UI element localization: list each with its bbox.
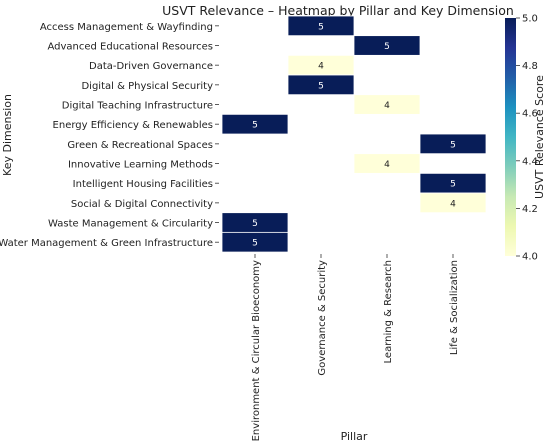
y-tick-label: Access Management & Wayfinding — [40, 22, 213, 33]
colorbar-tick-label: 5.0 — [522, 14, 538, 25]
y-axis-label: Key Dimension — [1, 94, 14, 176]
y-tick-label: Waste Management & Circularity — [48, 219, 213, 230]
cell-value-label: 4 — [318, 62, 324, 72]
cell-value-label: 5 — [450, 180, 456, 190]
x-axis-label: Pillar — [341, 430, 368, 443]
y-tick-label: Green & Recreational Spaces — [67, 140, 213, 151]
x-tick-label: Environment & Circular Bioeconomy — [251, 260, 262, 441]
heatmap-cell — [221, 231, 289, 253]
colorbar-label: USVT Relevance Score — [533, 75, 546, 199]
y-tick-label: Digital & Physical Security — [81, 81, 213, 92]
colorbar-tick-label: 4.4 — [522, 156, 538, 167]
chart-title: USVT Relevance – Heatmap by Pillar and K… — [162, 3, 514, 18]
y-tick-label: Water Management & Green Infrastructure — [0, 238, 213, 249]
y-tick-label: Advanced Educational Resources — [47, 42, 213, 53]
y-tick-label: Energy Efficiency & Renewables — [53, 120, 213, 131]
cell-value-label: 5 — [252, 239, 258, 249]
y-tick-label: Intelligent Housing Facilities — [73, 179, 213, 190]
heatmap-cell — [353, 94, 421, 115]
y-tick-label: Innovative Learning Methods — [68, 160, 213, 171]
x-tick-label: Learning & Research — [383, 260, 394, 363]
colorbar-tick-label: 4.2 — [522, 204, 538, 215]
colorbar-ticks: 4.0 4.2 4.4 4.6 4.8 5.0 — [516, 14, 538, 263]
heatmap-cell — [353, 153, 421, 174]
heatmap-cell — [419, 192, 487, 214]
x-tick-labels: Environment & Circular Bioeconomy Governa… — [251, 254, 460, 441]
cell-value-label: 5 — [252, 219, 258, 229]
colorbar-tick-label: 4.6 — [522, 109, 538, 120]
cell-value-label: 4 — [384, 160, 390, 170]
heatmap-cell — [287, 15, 355, 37]
x-tick-label: Governance & Security — [317, 260, 328, 376]
colorbar-tick-label: 4.0 — [522, 252, 538, 263]
cell-value-label: 4 — [450, 199, 456, 209]
x-tick-label: Life & Socialization — [449, 260, 460, 355]
y-tick-label: Social & Digital Connectivity — [71, 199, 213, 210]
heatmap-cell — [221, 113, 289, 135]
cell-value-label: 4 — [384, 101, 390, 111]
cell-value-label: 5 — [384, 42, 390, 52]
heatmap-cell — [287, 74, 355, 96]
heatmap-cells: 5 5 4 5 4 5 5 4 5 4 5 5 — [221, 15, 487, 253]
y-tick-label: Data-Driven Governance — [89, 61, 213, 72]
colorbar-tick-label: 4.8 — [522, 61, 538, 72]
colorbar — [505, 18, 516, 256]
y-tick-labels: Access Management & Wayfinding Advanced E… — [0, 22, 219, 249]
cell-value-label: 5 — [318, 22, 324, 32]
heatmap-cell — [419, 133, 487, 155]
cell-value-label: 5 — [450, 140, 456, 150]
cell-value-label: 5 — [318, 81, 324, 91]
cell-value-label: 5 — [252, 121, 258, 131]
y-tick-label: Digital Teaching Infrastructure — [62, 101, 213, 112]
heatmap-cell — [353, 35, 421, 56]
